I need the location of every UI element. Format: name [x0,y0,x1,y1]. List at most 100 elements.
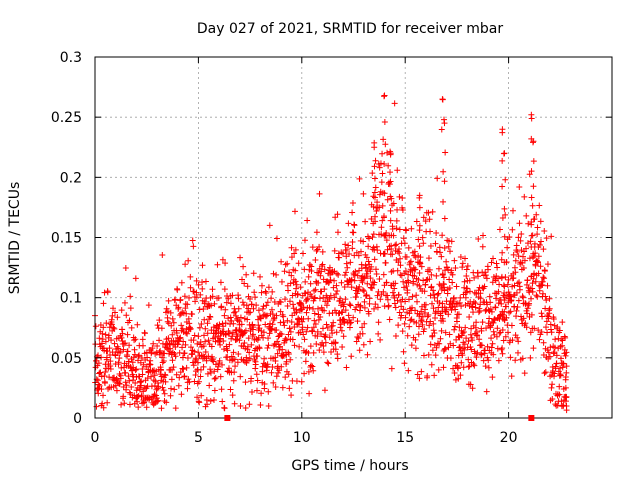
data-point [307,343,314,350]
data-point [427,318,434,325]
data-point [229,333,236,340]
data-point [562,376,569,383]
data-point [490,328,497,335]
data-point [557,365,564,372]
gap-markers [224,415,535,421]
data-point [467,331,474,338]
data-point [395,259,402,266]
data-point [176,374,183,381]
data-point [321,266,328,273]
data-point [359,279,366,286]
data-point [333,329,340,336]
data-point [121,299,128,306]
data-point [501,205,508,212]
axis-ticks: 0 5 10 15 20 0 0.05 0.1 0.15 0.2 0.25 0.3 [51,50,612,446]
data-point [98,340,105,347]
data-point [394,206,401,213]
data-point [442,308,449,315]
plot-frame [94,56,613,419]
data-point [100,404,107,411]
data-point [265,284,272,291]
data-point [168,376,175,383]
data-point [187,344,194,351]
data-point [221,405,228,412]
data-point [217,336,224,343]
data-point [195,281,202,288]
data-point [218,386,225,393]
data-point [483,388,490,395]
data-point [323,321,330,328]
data-point [324,359,331,366]
data-point [387,169,394,176]
data-point [406,259,413,266]
data-point [482,269,489,276]
data-point [387,207,394,214]
data-point [503,303,510,310]
data-point [512,257,519,264]
data-point [487,306,494,313]
data-point [485,266,492,273]
data-point [466,314,473,321]
data-point [380,136,387,143]
data-point [129,359,136,366]
data-point [416,204,423,211]
data-point [216,357,223,364]
data-point [400,348,407,355]
x-tick-label: 5 [194,430,203,446]
data-point [484,301,491,308]
data-point [527,238,534,245]
data-point [199,279,206,286]
data-point [478,351,485,358]
data-point [285,371,292,378]
data-point [202,349,209,356]
data-point [472,304,479,311]
data-point [106,345,113,352]
data-point [363,254,370,261]
data-point [445,243,452,250]
data-point [310,324,317,331]
data-point [475,273,482,280]
data-point [531,325,538,332]
data-point [528,219,535,226]
data-point [416,375,423,382]
data-point [427,292,434,299]
data-point [189,311,196,318]
data-point [327,271,334,278]
data-point [209,357,216,364]
data-point [143,404,150,411]
data-point [457,344,464,350]
data-point [315,316,322,323]
data-point [248,375,255,382]
data-point [150,377,157,384]
data-point [473,290,480,297]
data-point [450,294,457,301]
data-point [518,247,525,254]
data-point [523,212,530,219]
data-point [370,231,377,238]
data-point [515,338,522,345]
data-point [408,225,415,232]
data-point [200,343,207,350]
data-point [452,265,459,272]
data-point [360,341,367,348]
data-point [549,396,556,403]
data-point [514,349,521,356]
data-point [217,373,224,380]
data-point [202,325,209,332]
data-point [226,341,233,348]
data-point [149,345,156,352]
data-point [257,273,264,280]
data-point [499,214,506,221]
data-point [521,257,528,264]
data-point [139,366,146,373]
data-point [384,292,391,299]
data-point [204,401,211,408]
data-point [550,316,557,323]
data-point [321,387,328,394]
data-point [551,349,558,356]
data-point [421,326,428,333]
data-point [141,399,148,406]
data-point [229,292,236,299]
data-point [295,260,302,267]
data-point [462,255,469,262]
